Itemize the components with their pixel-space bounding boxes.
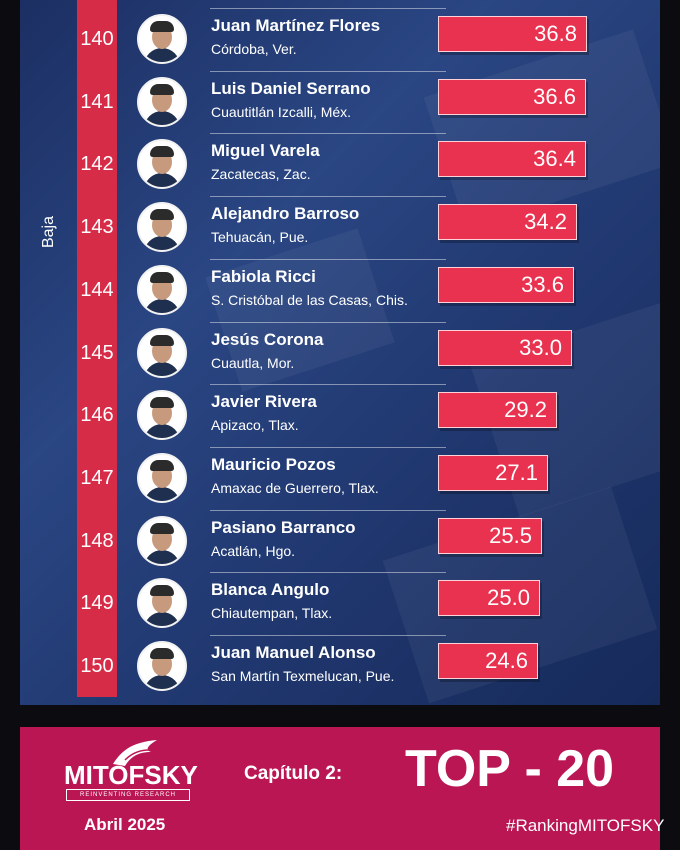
avatar — [137, 264, 187, 315]
score-bar — [438, 392, 557, 429]
municipality: Zacatecas, Zac. — [211, 166, 311, 183]
rank-strip — [77, 0, 117, 697]
rank-number: 146 — [80, 404, 114, 427]
row-separator — [210, 196, 446, 198]
avatar — [137, 202, 187, 253]
ranking-row: 142 Miguel Varela Zacatecas, Zac. 36.4 — [20, 133, 660, 197]
mayor-name: Alejandro Barroso — [211, 204, 360, 224]
score-value: 33.0 — [519, 334, 562, 360]
row-separator — [210, 572, 446, 574]
logo-bird-icon — [113, 740, 157, 766]
mayor-name: Mauricio Pozos — [211, 454, 336, 474]
score-bar — [438, 580, 540, 617]
score-bar — [438, 141, 586, 178]
municipality: Córdoba, Ver. — [211, 41, 297, 57]
rank-number: 145 — [80, 341, 114, 364]
avatar — [137, 515, 187, 566]
rank-number: 150 — [80, 655, 114, 677]
row-separator — [210, 446, 446, 448]
municipality: Tehuacán, Pue. — [211, 229, 309, 246]
avatar — [137, 76, 187, 127]
mayor-name: Miguel Varela — [211, 141, 320, 161]
report-date: Abril 2025 — [84, 815, 166, 834]
row-separator — [210, 384, 446, 386]
score-value: 33.6 — [521, 271, 564, 297]
score-value: 36.6 — [533, 83, 576, 109]
rank-number: 144 — [80, 278, 114, 301]
municipality: Acatlán, Hgo. — [211, 542, 296, 559]
avatar — [137, 139, 187, 190]
score-bar — [438, 204, 577, 241]
rank-number: 147 — [80, 466, 114, 489]
rank-number: 141 — [80, 90, 114, 113]
mayor-name: Luis Daniel Serrano — [211, 78, 371, 98]
top-title: TOP - 20 — [405, 740, 615, 798]
ranking-row: 147 Mauricio Pozos Amaxac de Guerrero, Tla… — [20, 446, 660, 511]
row-separator — [210, 70, 446, 72]
score-value: 25.5 — [489, 522, 532, 548]
avatar — [137, 390, 187, 441]
ranking-row: 146 Javier Rivera Apizaco, Tlax. 29.2 — [20, 384, 660, 448]
mayor-name: Juan Manuel Alonso — [211, 643, 376, 662]
municipality: Cuautitlán Izcalli, Méx. — [211, 103, 352, 120]
avatar — [137, 641, 187, 691]
mayor-name: Javier Rivera — [211, 392, 317, 412]
score-value: 27.1 — [495, 459, 538, 485]
ranking-row: 150 Juan Manuel Alonso San Martín Texmeluc… — [20, 635, 660, 699]
rank-number: 140 — [80, 28, 114, 50]
municipality: San Martín Texmelucan, Pue. — [211, 668, 395, 684]
brand-tagline: REINVENTING RESEARCH — [66, 789, 190, 801]
score-bar — [438, 517, 542, 554]
row-separator — [210, 8, 446, 9]
score-bar — [438, 266, 574, 303]
municipality: Amaxac de Guerrero, Tlax. — [211, 479, 379, 496]
score-bar — [438, 454, 548, 491]
ranking-row: 140 Juan Martínez Flores Córdoba, Ver. 36.8 — [20, 8, 660, 72]
row-separator — [210, 635, 446, 636]
rank-number: 142 — [80, 153, 114, 176]
score-bar — [438, 78, 586, 115]
mayor-name: Jesús Corona — [211, 329, 324, 349]
rank-number: 143 — [80, 216, 114, 239]
ranking-row: 145 Jesús Corona Cuautla, Mor. 33.0 — [20, 321, 660, 386]
municipality: Apizaco, Tlax. — [211, 417, 299, 434]
ranking-panel: Baja 140 Juan Martínez Flores Córdoba, Ver… — [20, 0, 660, 705]
mayor-name: Fabiola Ricci — [211, 266, 316, 286]
ranking-row: 149 Blanca Angulo Chiautempan, Tlax. 25.0 — [20, 572, 660, 636]
avatar — [137, 14, 187, 64]
ranking-row: 141 Luis Daniel Serrano Cuautitlán Izcalli… — [20, 70, 660, 135]
ranking-row: 148 Pasiano Barranco Acatlán, Hgo. 25.5 — [20, 509, 660, 574]
chapter-label: Capítulo 2: — [244, 763, 343, 784]
rank-number: 148 — [80, 529, 114, 552]
score-value: 29.2 — [504, 397, 547, 423]
row-separator — [210, 321, 446, 323]
municipality: Cuautla, Mor. — [211, 354, 295, 371]
score-value: 36.4 — [533, 146, 576, 172]
footer-banner: MITOFSKY REINVENTING RESEARCH Abril 2025… — [20, 727, 664, 850]
municipality: S. Cristóbal de las Casas, Chis. — [211, 291, 408, 308]
ranking-row: 143 Alejandro Barroso Tehuacán, Pue. 34.2 — [20, 196, 660, 260]
municipality: Chiautempan, Tlax. — [211, 605, 333, 622]
row-separator — [210, 133, 446, 135]
score-bar — [438, 643, 538, 679]
avatar — [137, 327, 187, 378]
score-value: 34.2 — [524, 209, 567, 235]
rank-number: 149 — [80, 592, 114, 615]
brand-logo: MITOFSKY — [64, 760, 198, 790]
avatar — [137, 578, 187, 629]
score-value: 36.8 — [534, 21, 577, 46]
score-value: 24.6 — [485, 648, 528, 673]
ranking-row: 144 Fabiola Ricci S. Cristóbal de las Casa… — [20, 258, 660, 323]
score-bar — [438, 329, 572, 366]
hashtag: #RankingMITOFSKY — [506, 816, 665, 835]
mayor-name: Juan Martínez Flores — [211, 16, 381, 35]
row-separator — [210, 258, 446, 260]
avatar — [137, 452, 187, 503]
score-value: 25.0 — [487, 585, 530, 611]
mayor-name: Pasiano Barranco — [211, 517, 356, 537]
mayor-name: Blanca Angulo — [211, 580, 330, 600]
score-bar — [438, 16, 587, 52]
row-separator — [210, 509, 446, 511]
